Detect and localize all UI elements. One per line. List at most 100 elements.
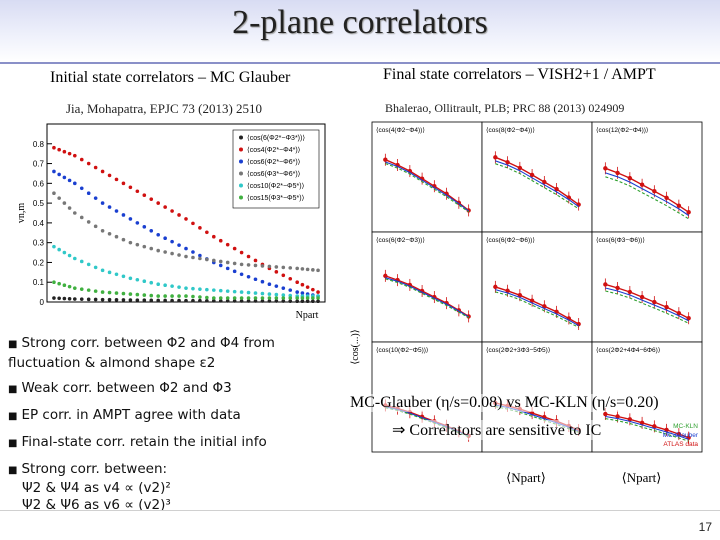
data-point xyxy=(295,299,300,304)
data-point xyxy=(246,290,251,295)
data-point xyxy=(239,262,244,267)
data-point xyxy=(627,175,633,181)
legend-entry: ⟨cos(6(Φ2*−Φ3*))⟩ xyxy=(247,134,305,142)
data-point xyxy=(177,213,181,217)
data-point xyxy=(205,257,209,262)
legend-entry: ⟨cos15(Φ3*−Φ5*)⟩ xyxy=(247,194,305,202)
data-point xyxy=(93,297,98,302)
data-point xyxy=(305,285,310,289)
data-point xyxy=(267,292,272,296)
data-point xyxy=(288,299,293,303)
data-point xyxy=(311,299,315,304)
legend-entry: ⟨cos6(Φ3*−Φ6*)⟩ xyxy=(247,170,301,178)
data-point xyxy=(121,213,126,217)
data-point xyxy=(664,304,669,310)
data-point xyxy=(149,280,154,285)
data-point xyxy=(100,290,105,294)
data-point xyxy=(121,181,126,186)
data-point xyxy=(79,186,84,191)
y-tick-label: 0.8 xyxy=(33,140,45,149)
data-point xyxy=(79,215,84,220)
data-point xyxy=(300,267,305,271)
subpanel-frame xyxy=(371,231,483,343)
data-point xyxy=(239,290,244,294)
series-line xyxy=(385,159,470,211)
series-line xyxy=(605,290,689,324)
data-point xyxy=(73,286,77,290)
left-heading: Initial state correlators – MC Glauber xyxy=(50,69,291,86)
data-point xyxy=(253,291,258,295)
y-axis-label: vn,m xyxy=(16,203,27,224)
data-point xyxy=(615,285,620,291)
data-point xyxy=(135,292,140,297)
data-point xyxy=(253,258,258,263)
y-tick-label: 0.4 xyxy=(33,219,45,228)
series-line xyxy=(495,291,579,328)
data-point xyxy=(212,299,216,303)
data-point xyxy=(198,226,202,230)
data-point xyxy=(676,203,682,208)
data-point xyxy=(295,266,300,271)
slide-title: 2-plane correlators xyxy=(232,4,488,41)
data-point xyxy=(239,272,244,277)
data-point xyxy=(67,206,72,210)
data-point xyxy=(86,262,91,267)
data-point xyxy=(267,299,272,303)
data-point xyxy=(149,246,154,251)
data-point xyxy=(107,270,112,275)
data-point xyxy=(198,287,202,291)
data-point xyxy=(305,296,310,300)
legend-entry: MC-Glauber xyxy=(663,432,699,439)
bullet-item: ■ Weak corr. between Φ2 and Φ3 xyxy=(8,380,232,396)
data-point xyxy=(73,153,77,158)
series-line xyxy=(385,161,470,212)
data-point xyxy=(311,296,315,300)
series-line xyxy=(495,289,579,327)
data-point xyxy=(542,304,547,309)
data-point xyxy=(177,285,181,289)
data-point xyxy=(114,291,119,295)
data-point xyxy=(163,283,167,287)
data-point xyxy=(156,294,160,298)
data-point xyxy=(135,298,140,302)
header-rule xyxy=(0,62,720,64)
data-point xyxy=(163,294,167,298)
data-point xyxy=(142,225,147,229)
subpanel-frame xyxy=(371,121,483,233)
data-point xyxy=(170,284,174,288)
data-point xyxy=(288,293,293,298)
data-point xyxy=(170,239,174,244)
data-point xyxy=(170,209,174,213)
data-point xyxy=(57,196,61,200)
data-point xyxy=(274,292,279,297)
data-point xyxy=(383,157,388,162)
data-point xyxy=(529,172,535,178)
data-point xyxy=(170,294,174,298)
ic-sensitivity-note: ⇒ Correlators are sensitive to IC xyxy=(392,420,602,440)
legend-entry: ⟨cos10(Φ2*−Φ5*)⟩ xyxy=(247,182,305,190)
data-point xyxy=(184,286,188,290)
data-point xyxy=(239,299,244,303)
data-point xyxy=(639,294,645,300)
data-point xyxy=(107,231,112,236)
data-point xyxy=(149,197,154,201)
data-point xyxy=(664,195,669,200)
data-point xyxy=(218,296,223,300)
data-point xyxy=(107,173,112,178)
data-point xyxy=(212,296,216,300)
data-point xyxy=(281,265,286,270)
data-point xyxy=(93,165,98,170)
data-point xyxy=(652,424,657,429)
data-point xyxy=(57,281,61,286)
data-point xyxy=(184,246,188,251)
initial-state-chart: 0 0.1 0.2 0.3 0.4 0.5 0.6 0.7 0.8 vn,m Npart ⟨cos(6… xyxy=(16,123,326,321)
data-point xyxy=(288,266,293,270)
square-bullet-icon: ■ xyxy=(8,384,18,395)
data-point xyxy=(128,217,133,221)
legend-marker xyxy=(239,171,243,176)
data-point xyxy=(86,191,91,196)
data-point xyxy=(79,157,84,162)
legend-entry: MC-KLN xyxy=(673,423,698,430)
data-point xyxy=(62,283,67,287)
data-point xyxy=(177,243,181,247)
